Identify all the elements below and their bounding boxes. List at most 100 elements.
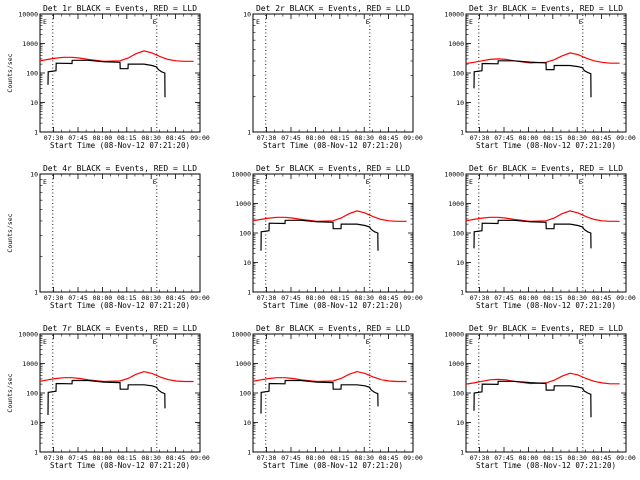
y-tick-label: 1 bbox=[247, 289, 251, 297]
x-tick-label: 09:00 bbox=[616, 134, 636, 142]
events-series-line bbox=[473, 219, 592, 249]
plot-frame bbox=[465, 173, 627, 293]
event-marker: E bbox=[366, 178, 370, 186]
y-tick-label: 1000 bbox=[235, 200, 251, 208]
plot-frame bbox=[252, 173, 414, 293]
x-tick-label: 07:45 bbox=[68, 454, 88, 462]
events-series-line bbox=[47, 379, 166, 416]
y-tick-label: 1000 bbox=[448, 200, 464, 208]
lld-series-line bbox=[252, 210, 407, 222]
y-tick-label: 1 bbox=[460, 129, 464, 137]
x-axis-label: Start Time (08-Nov-12 07:21:20) bbox=[263, 461, 403, 470]
x-tick-label: 07:45 bbox=[281, 294, 301, 302]
lld-series-line bbox=[465, 372, 620, 385]
detector-panel-2: Det 2r BLACK = Events, RED = LLD 1 10 07:30… bbox=[243, 4, 423, 150]
x-tick-label: 07:45 bbox=[281, 454, 301, 462]
panel-title: Det 8r BLACK = Events, RED = LLD bbox=[256, 324, 410, 333]
y-tick-label: 10 bbox=[456, 259, 464, 267]
event-marker: E bbox=[469, 178, 473, 186]
detector-panel-1: Det 1r BLACK = Events, RED = LLD 1 10 100 10… bbox=[6, 4, 210, 150]
x-tick-label: 08:15 bbox=[330, 294, 350, 302]
plot-frame bbox=[39, 173, 201, 293]
event-marker: E bbox=[256, 178, 260, 186]
event-marker: E bbox=[153, 178, 157, 186]
plot-frame bbox=[39, 13, 201, 133]
event-marker: E bbox=[366, 338, 370, 346]
y-tick-label: 1 bbox=[34, 449, 38, 457]
detector-panel-6: Det 6r BLACK = Events, RED = LLD 1 10 100 10… bbox=[444, 164, 635, 310]
events-series-line bbox=[260, 219, 379, 251]
y-tick-label: 10000 bbox=[231, 171, 251, 179]
y-tick-label: 1000 bbox=[22, 40, 38, 48]
x-tick-label: 08:45 bbox=[379, 134, 399, 142]
x-axis-label: Start Time (08-Nov-12 07:21:20) bbox=[263, 301, 403, 310]
y-tick-label: 10000 bbox=[231, 331, 251, 339]
x-tick-label: 08:15 bbox=[543, 134, 563, 142]
x-axis-label: Start Time (08-Nov-12 07:21:20) bbox=[263, 141, 403, 150]
x-tick-label: 07:30 bbox=[44, 454, 64, 462]
x-axis-label: Start Time (08-Nov-12 07:21:20) bbox=[50, 301, 190, 310]
x-tick-label: 08:00 bbox=[93, 294, 113, 302]
x-tick-label: 08:45 bbox=[592, 454, 612, 462]
detector-panel-8: Det 8r BLACK = Events, RED = LLD 1 10 100 10… bbox=[231, 324, 422, 470]
x-tick-label: 09:00 bbox=[403, 454, 423, 462]
x-tick-label: 07:30 bbox=[257, 134, 277, 142]
y-tick-label: 100 bbox=[239, 230, 251, 238]
y-tick-label: 10 bbox=[243, 419, 251, 427]
event-marker: E bbox=[579, 18, 583, 26]
x-tick-label: 08:00 bbox=[306, 454, 326, 462]
event-marker: E bbox=[43, 178, 47, 186]
y-tick-label: 1000 bbox=[448, 360, 464, 368]
x-tick-label: 07:45 bbox=[68, 294, 88, 302]
x-tick-label: 08:45 bbox=[592, 294, 612, 302]
lld-series-line bbox=[465, 210, 620, 222]
y-tick-label: 100 bbox=[452, 70, 464, 78]
detector-panel-7: Det 7r BLACK = Events, RED = LLD 1 10 100 10… bbox=[6, 324, 210, 470]
y-tick-label: 100 bbox=[26, 70, 38, 78]
y-tick-label: 10 bbox=[30, 171, 38, 179]
x-tick-label: 08:30 bbox=[567, 134, 587, 142]
x-tick-label: 08:45 bbox=[379, 294, 399, 302]
x-tick-label: 08:45 bbox=[379, 454, 399, 462]
y-tick-label: 1000 bbox=[235, 360, 251, 368]
event-marker: E bbox=[43, 18, 47, 26]
panel-title: Det 7r BLACK = Events, RED = LLD bbox=[43, 324, 197, 333]
x-tick-label: 08:00 bbox=[519, 454, 539, 462]
x-tick-label: 07:45 bbox=[494, 294, 514, 302]
x-axis-label: Start Time (08-Nov-12 07:21:20) bbox=[476, 301, 616, 310]
x-tick-label: 08:30 bbox=[141, 134, 161, 142]
y-tick-label: 100 bbox=[239, 390, 251, 398]
x-tick-label: 09:00 bbox=[616, 294, 636, 302]
x-tick-label: 07:45 bbox=[494, 454, 514, 462]
x-tick-label: 08:00 bbox=[519, 294, 539, 302]
panel-title: Det 4r BLACK = Events, RED = LLD bbox=[43, 164, 197, 173]
y-tick-label: 10000 bbox=[444, 331, 464, 339]
x-tick-label: 09:00 bbox=[403, 134, 423, 142]
y-tick-label: 1 bbox=[34, 289, 38, 297]
detector-panel-5: Det 5r BLACK = Events, RED = LLD 1 10 100 10… bbox=[231, 164, 422, 310]
event-marker: E bbox=[153, 18, 157, 26]
x-tick-label: 07:45 bbox=[68, 134, 88, 142]
y-tick-label: 1 bbox=[247, 129, 251, 137]
event-marker: E bbox=[256, 18, 260, 26]
x-tick-label: 07:30 bbox=[44, 294, 64, 302]
events-series-line bbox=[260, 379, 379, 414]
y-axis-label: Counts/sec bbox=[6, 53, 14, 92]
x-tick-label: 08:45 bbox=[166, 294, 186, 302]
x-axis-label: Start Time (08-Nov-12 07:21:20) bbox=[50, 141, 190, 150]
event-marker: E bbox=[256, 338, 260, 346]
x-tick-label: 09:00 bbox=[190, 134, 210, 142]
x-tick-label: 08:15 bbox=[117, 454, 137, 462]
detector-panel-3: Det 3r BLACK = Events, RED = LLD 1 10 100 10… bbox=[444, 4, 635, 150]
y-tick-label: 100 bbox=[26, 390, 38, 398]
x-tick-label: 07:30 bbox=[257, 454, 277, 462]
x-axis-label: Start Time (08-Nov-12 07:21:20) bbox=[476, 461, 616, 470]
event-marker: E bbox=[469, 338, 473, 346]
y-tick-label: 10 bbox=[30, 99, 38, 107]
x-tick-label: 09:00 bbox=[190, 454, 210, 462]
y-tick-label: 100 bbox=[452, 390, 464, 398]
events-series-line bbox=[473, 60, 592, 98]
x-tick-label: 07:30 bbox=[257, 294, 277, 302]
y-tick-label: 1 bbox=[460, 449, 464, 457]
x-tick-label: 08:30 bbox=[567, 294, 587, 302]
